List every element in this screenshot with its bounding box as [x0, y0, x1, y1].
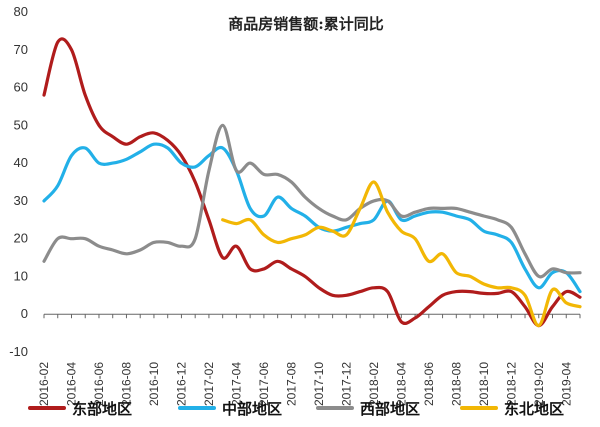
x-tick-label: 2019-02: [532, 362, 546, 406]
series-line: [42, 123, 582, 279]
y-tick-label: 40: [14, 155, 28, 170]
series-group: [221, 180, 582, 328]
legend-item: 西部地区: [316, 400, 420, 418]
legend-item: 中部地区: [178, 400, 282, 418]
x-tick-label: 2016-04: [64, 362, 78, 406]
x-tick-label: 2016-08: [119, 362, 133, 406]
legend-item: 东部地区: [28, 400, 132, 418]
y-tick-label: 0: [21, 306, 28, 321]
series-group: [42, 142, 582, 294]
x-tick-label: 2016-12: [174, 362, 188, 406]
x-tick-label: 2018-10: [477, 362, 491, 406]
x-tick-label: 2017-12: [339, 362, 353, 406]
y-tick-label: 30: [14, 193, 28, 208]
x-tick-label: 2018-08: [449, 362, 463, 406]
x-tick-label: 2017-02: [202, 362, 216, 406]
x-tick-label: 2017-08: [284, 362, 298, 406]
x-tick-label: 2016-06: [92, 362, 106, 406]
series-line: [42, 142, 582, 294]
x-tick-label: 2018-06: [422, 362, 436, 406]
x-tick-label: 2016-02: [37, 362, 51, 406]
y-axis: -10 0 10 20 30 40 50 60 70 80: [9, 4, 28, 359]
y-tick-label: 50: [14, 117, 28, 132]
y-tick-label: 20: [14, 231, 28, 246]
legend: 东部地区 中部地区 西部地区 东北地区: [28, 400, 564, 418]
x-tick-label: 2018-12: [504, 362, 518, 406]
legend-label: 东部地区: [72, 400, 132, 418]
x-tick-label: 2018-04: [394, 362, 408, 406]
series-layer: [42, 37, 582, 328]
x-tick-label: 2018-02: [367, 362, 381, 406]
y-tick-label: 10: [14, 268, 28, 283]
x-tick-label: 2017-10: [312, 362, 326, 406]
legend-label: 中部地区: [222, 400, 282, 418]
series-line: [42, 37, 582, 328]
y-tick-label: 70: [14, 42, 28, 57]
legend-label: 西部地区: [360, 400, 420, 418]
x-tick-label: 2019-04: [559, 362, 573, 406]
x-tick-label: 2017-06: [257, 362, 271, 406]
x-axis: 2016-02 2016-04 2016-06 2016-08 2016-10 2016-…: [37, 313, 581, 406]
y-tick-label: 80: [14, 4, 28, 19]
series-line: [221, 180, 582, 328]
series-group: [42, 123, 582, 279]
chart-title: 商品房销售额:累计同比: [228, 15, 384, 33]
y-tick-label: -10: [9, 344, 28, 359]
legend-item: 东北地区: [460, 400, 564, 418]
series-group: [42, 37, 582, 328]
x-tick-label: 2016-10: [147, 362, 161, 406]
legend-label: 东北地区: [504, 400, 564, 418]
x-tick-label: 2017-04: [229, 362, 243, 406]
y-tick-label: 60: [14, 80, 28, 95]
